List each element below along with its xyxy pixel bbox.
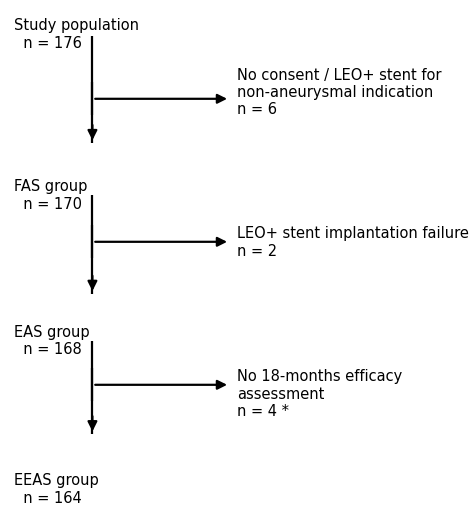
Text: EAS group
  n = 168: EAS group n = 168	[14, 325, 90, 357]
Text: FAS group
  n = 170: FAS group n = 170	[14, 179, 88, 212]
Text: Study population
  n = 176: Study population n = 176	[14, 18, 139, 50]
Text: No consent / LEO+ stent for
non-aneurysmal indication
n = 6: No consent / LEO+ stent for non-aneurysm…	[237, 68, 441, 118]
Text: LEO+ stent implantation failure
n = 2: LEO+ stent implantation failure n = 2	[237, 226, 469, 258]
Text: EEAS group
  n = 164: EEAS group n = 164	[14, 473, 99, 505]
Text: No 18-months efficacy
assessment
n = 4 *: No 18-months efficacy assessment n = 4 *	[237, 369, 402, 419]
